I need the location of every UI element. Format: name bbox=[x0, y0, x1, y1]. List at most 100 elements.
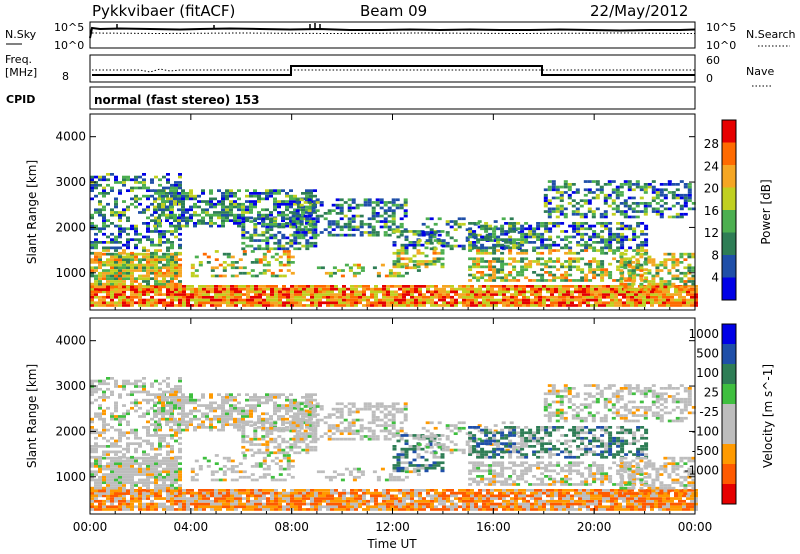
power-cell bbox=[253, 205, 257, 209]
power-cell bbox=[516, 251, 521, 255]
power-cell bbox=[399, 217, 404, 221]
power-cell bbox=[608, 276, 613, 280]
power-cell bbox=[359, 231, 364, 234]
velocity-cell bbox=[346, 502, 350, 506]
power-cell bbox=[158, 194, 162, 198]
power-cell bbox=[400, 249, 405, 252]
power-cell bbox=[307, 222, 312, 226]
velocity-cell bbox=[270, 508, 274, 511]
power-cell bbox=[241, 247, 246, 251]
power-cell bbox=[554, 304, 558, 307]
power-cell bbox=[387, 214, 392, 218]
power-cell bbox=[233, 202, 237, 206]
power-cell bbox=[631, 196, 636, 200]
velocity-cell bbox=[566, 491, 570, 495]
power-cell bbox=[576, 243, 581, 247]
power-cell bbox=[261, 192, 265, 195]
power-cell bbox=[339, 217, 344, 221]
velocity-cell bbox=[174, 502, 178, 506]
power-cell bbox=[478, 304, 482, 307]
velocity-cell bbox=[118, 478, 122, 482]
power-cell bbox=[371, 231, 376, 234]
power-cell bbox=[644, 238, 649, 242]
power-cell bbox=[322, 285, 326, 288]
power-cell bbox=[438, 304, 442, 307]
velocity-cell bbox=[542, 489, 546, 492]
power-cell bbox=[250, 295, 254, 299]
power-cell bbox=[261, 239, 266, 242]
velocity-cell bbox=[326, 497, 330, 500]
power-cell bbox=[679, 180, 684, 183]
power-cell bbox=[269, 236, 274, 240]
velocity-cell bbox=[478, 497, 482, 500]
power-cell bbox=[359, 225, 364, 229]
power-cell bbox=[548, 227, 553, 231]
power-cell bbox=[301, 192, 305, 195]
power-cell bbox=[643, 252, 648, 256]
power-cell bbox=[158, 213, 162, 217]
power-cell bbox=[552, 241, 557, 244]
power-cell bbox=[350, 293, 354, 296]
power-cell bbox=[229, 194, 233, 198]
velocity-cell bbox=[430, 508, 434, 511]
velocity-cell bbox=[298, 494, 302, 498]
power-cell bbox=[429, 228, 434, 232]
power-cell bbox=[606, 301, 610, 305]
velocity-cell bbox=[286, 502, 290, 506]
power-cell bbox=[106, 173, 110, 176]
power-cell bbox=[674, 301, 678, 305]
power-cell bbox=[474, 293, 478, 296]
power-cell bbox=[630, 301, 634, 305]
power-cell bbox=[254, 298, 258, 302]
power-cell bbox=[110, 211, 114, 214]
power-cell bbox=[282, 295, 286, 299]
velocity-cell bbox=[182, 499, 186, 503]
power-cell bbox=[314, 285, 318, 288]
power-cell bbox=[686, 293, 690, 296]
velocity-cell bbox=[542, 499, 546, 503]
power-cell bbox=[278, 263, 283, 267]
power-cell bbox=[520, 260, 525, 263]
velocity-cell bbox=[454, 497, 458, 500]
nsky-tick-left-bottom: 10^0 bbox=[54, 39, 84, 52]
power-cell bbox=[574, 304, 578, 307]
power-cell bbox=[556, 243, 561, 247]
velocity-cell bbox=[390, 489, 394, 492]
power-cell bbox=[441, 241, 446, 245]
power-cell bbox=[110, 277, 114, 281]
power-cell bbox=[610, 304, 614, 307]
power-cell bbox=[118, 280, 122, 283]
power-cell bbox=[526, 290, 530, 294]
power-cell bbox=[190, 293, 194, 296]
power-cell bbox=[194, 274, 199, 278]
power-cell bbox=[173, 216, 177, 220]
power-cell bbox=[122, 285, 126, 289]
power-cell bbox=[480, 227, 485, 231]
power-cell bbox=[106, 235, 110, 239]
power-cell bbox=[639, 282, 644, 286]
power-cell bbox=[295, 209, 300, 213]
power-cell bbox=[281, 219, 285, 223]
power-cell bbox=[134, 230, 138, 233]
power-cell bbox=[590, 304, 594, 307]
power-cell bbox=[516, 279, 521, 282]
velocity-cell bbox=[182, 491, 186, 495]
power-cell bbox=[528, 227, 533, 231]
power-cell bbox=[110, 186, 114, 190]
power-cell bbox=[237, 222, 241, 225]
power-cell bbox=[238, 287, 242, 291]
power-cell bbox=[114, 197, 118, 201]
power-cell bbox=[639, 263, 644, 267]
power-cell bbox=[635, 252, 640, 256]
power-cell bbox=[142, 298, 146, 302]
power-cell bbox=[118, 192, 122, 195]
power-cell bbox=[134, 293, 138, 296]
power-cell bbox=[323, 217, 328, 221]
freq-frame bbox=[89, 54, 696, 83]
power-cell bbox=[619, 193, 624, 197]
power-cell bbox=[432, 249, 437, 252]
power-cell bbox=[90, 290, 94, 294]
power-cell bbox=[576, 257, 581, 261]
power-cell bbox=[556, 224, 561, 228]
power-cell bbox=[558, 285, 562, 288]
